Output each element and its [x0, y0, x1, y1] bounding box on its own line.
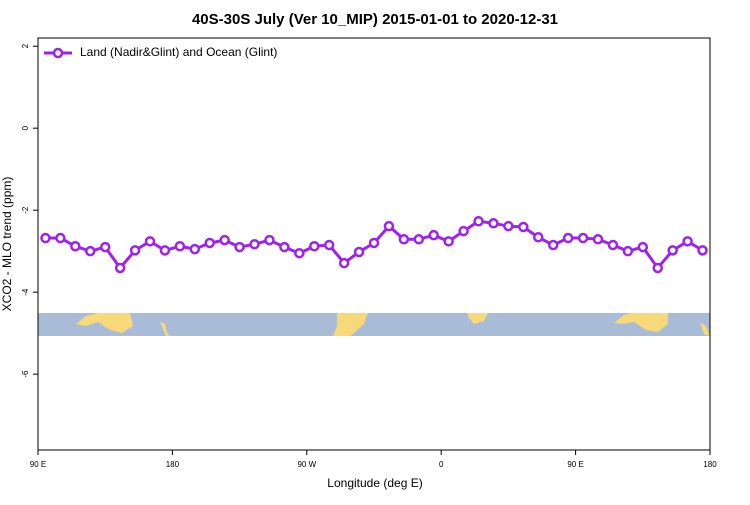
point: [309, 241, 320, 252]
x-tick-label: 180: [166, 460, 180, 469]
point: [547, 239, 559, 251]
point: [607, 239, 619, 251]
point: [114, 262, 126, 274]
y-axis-label: XCO2 - MLO trend (ppm): [0, 177, 14, 312]
point: [159, 245, 171, 256]
point: [234, 241, 245, 253]
point: [55, 232, 66, 244]
point: [70, 241, 81, 252]
point: [458, 225, 469, 237]
point: [577, 232, 589, 244]
point: [592, 234, 604, 245]
point: [398, 234, 410, 245]
x-tick-label: 90 E: [30, 460, 46, 469]
point: [667, 245, 678, 256]
point: [219, 234, 230, 246]
x-tick-label: 0: [439, 460, 444, 469]
y-tick-label: 2: [21, 43, 30, 48]
point: [99, 241, 111, 253]
point: [85, 245, 96, 257]
y-tick-label: -6: [21, 370, 30, 378]
point: [503, 220, 514, 232]
point: [562, 232, 574, 244]
map-strip: [38, 313, 710, 336]
x-axis-label: Longitude (deg E): [327, 476, 422, 490]
x-tick-label: 180: [703, 460, 717, 469]
point: [279, 241, 290, 253]
y-tick-label: 0: [21, 125, 30, 130]
point: [473, 215, 484, 227]
point: [353, 246, 365, 258]
point: [174, 241, 186, 252]
point: [294, 247, 305, 259]
point: [129, 245, 141, 256]
point: [413, 234, 425, 245]
legend-label: Land (Nadir&Glint) and Ocean (Glint): [80, 45, 277, 59]
point: [622, 245, 634, 257]
point: [488, 218, 499, 229]
x-tick-label: 90 W: [297, 460, 316, 469]
point: [682, 236, 693, 247]
point: [264, 234, 275, 246]
point: [697, 245, 708, 256]
x-tick-label: 90 E: [567, 460, 583, 469]
point: [428, 229, 439, 241]
point: [368, 237, 380, 249]
plot-frame: [37, 37, 711, 451]
legend-marker: [52, 47, 64, 59]
point: [338, 257, 350, 269]
point: [533, 231, 544, 243]
point: [204, 237, 215, 249]
point: [249, 238, 260, 250]
point: [443, 236, 454, 247]
y-tick-label: -4: [21, 288, 30, 296]
point: [189, 243, 201, 255]
point: [323, 239, 335, 251]
point: [652, 262, 663, 274]
y-tick-label: -2: [21, 206, 30, 214]
point: [144, 236, 156, 247]
point: [518, 221, 529, 233]
point: [637, 241, 649, 253]
point: [383, 220, 395, 232]
chart-title: 40S-30S July (Ver 10_MIP) 2015-01-01 to …: [192, 11, 558, 28]
point: [40, 232, 51, 244]
